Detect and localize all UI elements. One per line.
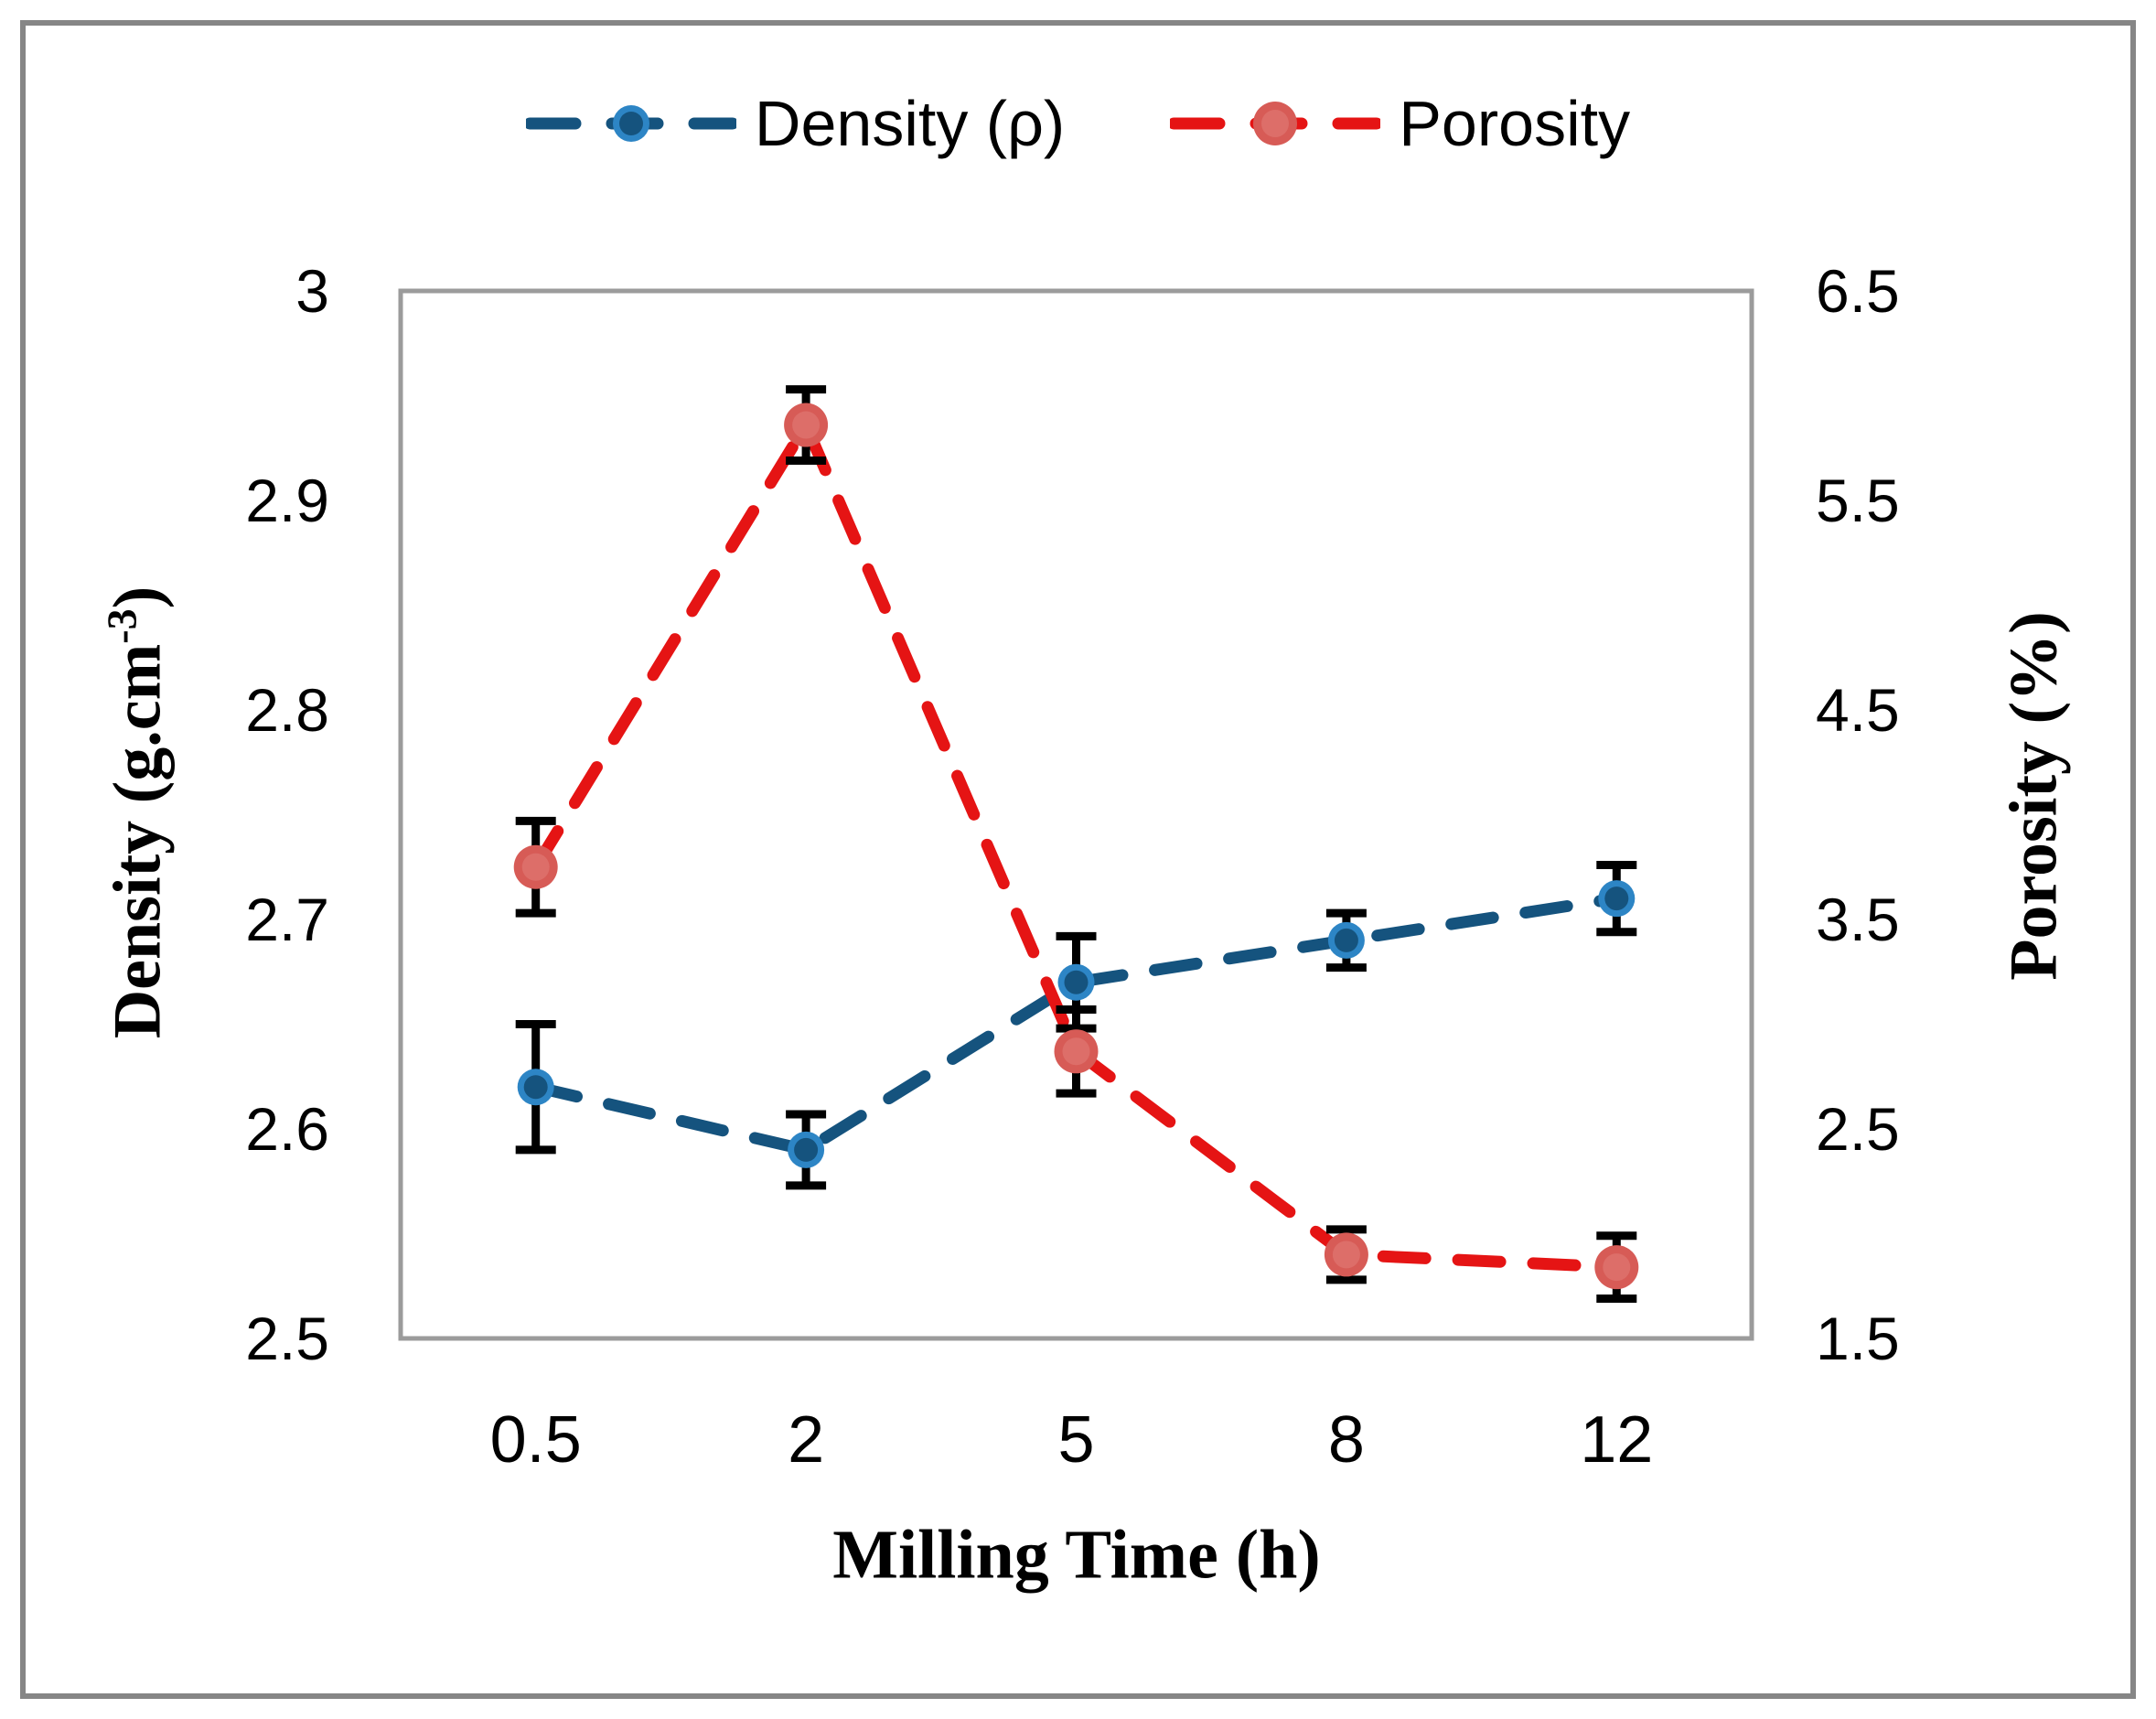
x-tick-label: 8 bbox=[1328, 1403, 1365, 1477]
porosity-legend-swatch-icon bbox=[1170, 102, 1381, 145]
legend-item-density: Density (ρ) bbox=[525, 88, 1066, 159]
y-right-tick-label: 1.5 bbox=[1816, 1305, 1900, 1372]
legend-label-density: Density (ρ) bbox=[754, 88, 1066, 159]
x-tick-label: 5 bbox=[1057, 1403, 1094, 1477]
density-marker-center bbox=[794, 1137, 819, 1162]
right-axis-title: Porosity (%) bbox=[1996, 611, 2072, 981]
density-legend-swatch-icon bbox=[525, 105, 736, 142]
x-axis-title: Milling Time (h) bbox=[832, 1516, 1321, 1594]
y-left-tick-label: 2.9 bbox=[245, 467, 329, 534]
porosity-marker-center bbox=[1062, 1037, 1090, 1066]
y-right-tick-label: 4.5 bbox=[1816, 676, 1900, 744]
x-tick-label: 0.5 bbox=[490, 1403, 582, 1477]
density-marker-center bbox=[1064, 970, 1089, 994]
y-left-tick-label: 2.8 bbox=[245, 676, 329, 744]
porosity-marker-center bbox=[521, 853, 550, 881]
density-legend-marker-center bbox=[618, 112, 643, 135]
porosity-line bbox=[530, 412, 1623, 1273]
left-axis-title-close: ) bbox=[100, 586, 176, 609]
left-axis-title: Density (g.cm-3) bbox=[98, 586, 177, 1039]
left-axis-title-superscript: -3 bbox=[98, 608, 145, 644]
left-axis-title-text: Density (g.cm bbox=[100, 643, 176, 1039]
density-marker-center bbox=[523, 1075, 548, 1100]
y-left-tick-label: 3 bbox=[295, 257, 329, 325]
density-marker-center bbox=[1604, 886, 1629, 911]
y-right-tick-label: 5.5 bbox=[1816, 467, 1900, 534]
y-right-tick-label: 6.5 bbox=[1816, 257, 1900, 325]
figure-border bbox=[20, 20, 2136, 1699]
y-right-tick-label: 2.5 bbox=[1816, 1095, 1900, 1163]
density-marker-center bbox=[1334, 928, 1358, 952]
y-right-tick-label: 3.5 bbox=[1816, 886, 1900, 953]
y-left-tick-label: 2.5 bbox=[245, 1305, 329, 1372]
porosity-marker-center bbox=[1332, 1241, 1360, 1269]
legend: Density (ρ) Porosity bbox=[0, 91, 2156, 156]
legend-label-porosity: Porosity bbox=[1399, 88, 1631, 159]
porosity-marker-center bbox=[1603, 1253, 1631, 1282]
y-left-tick-label: 2.6 bbox=[245, 1095, 329, 1163]
porosity-legend-marker-center bbox=[1261, 110, 1290, 137]
y-left-tick-label: 2.7 bbox=[245, 886, 329, 953]
x-tick-label: 12 bbox=[1580, 1403, 1653, 1477]
plot-border bbox=[398, 288, 1754, 1341]
x-tick-label: 2 bbox=[788, 1403, 824, 1477]
porosity-marker-center bbox=[792, 411, 821, 439]
legend-item-porosity: Porosity bbox=[1170, 91, 1630, 156]
